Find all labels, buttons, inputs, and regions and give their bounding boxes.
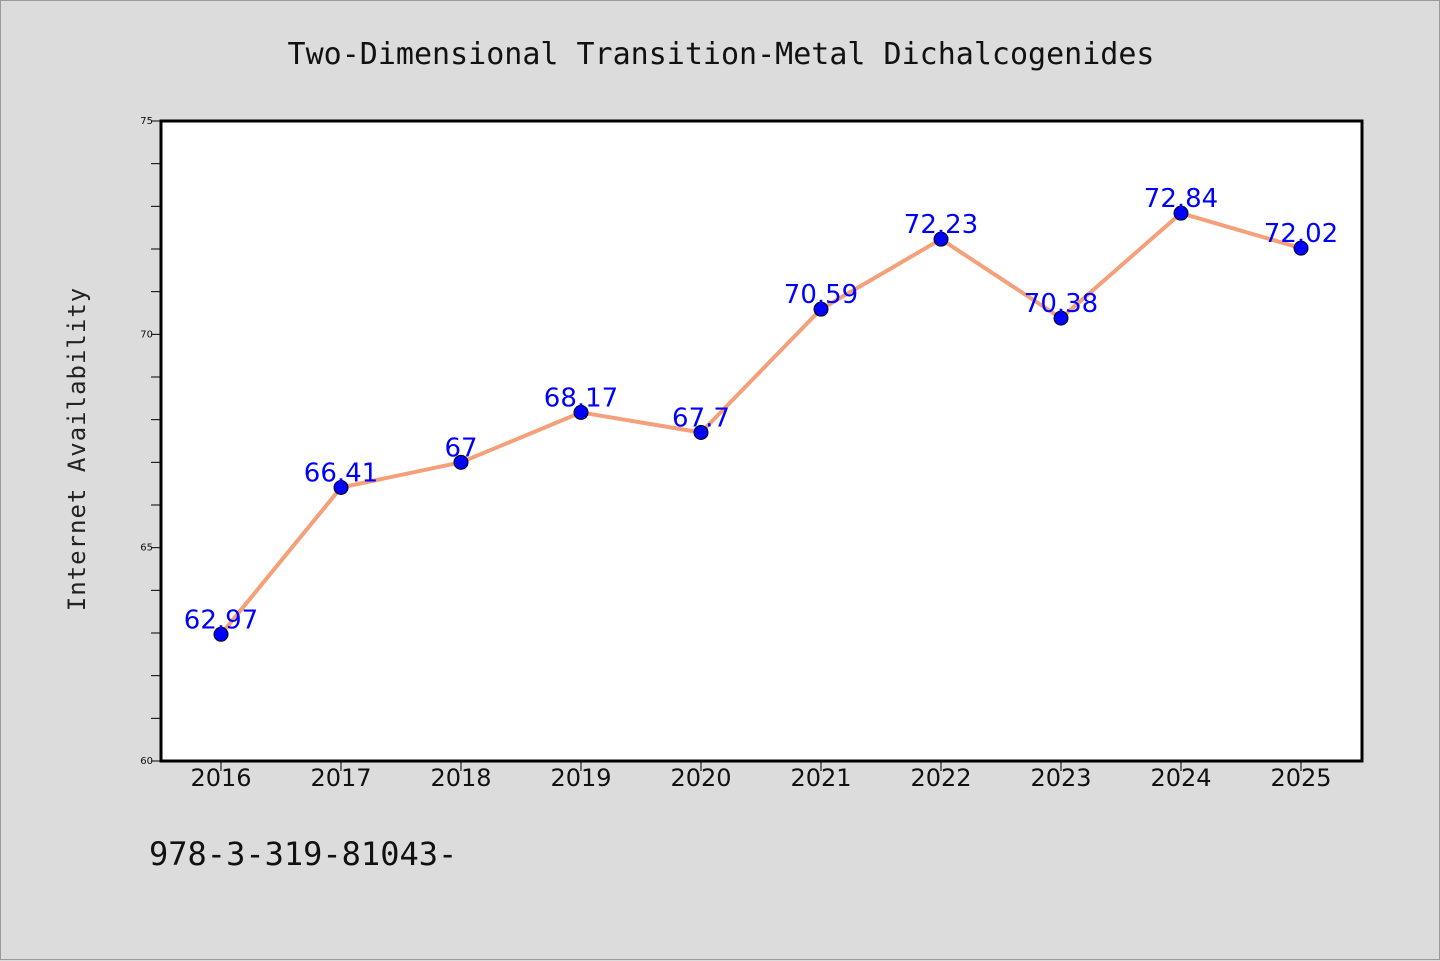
y-axis-label: Internet Availability [63, 287, 91, 611]
y-tick-label: 75 [140, 116, 153, 127]
x-tick-label: 2023 [1030, 764, 1091, 792]
series-line [219, 211, 1303, 637]
data-label: 70.38 [1024, 289, 1098, 319]
data-markers [213, 205, 1309, 642]
data-label: 72.84 [1144, 184, 1218, 214]
x-tick-label: 2021 [790, 764, 851, 792]
data-label: 67.7 [672, 403, 730, 433]
x-tick-label: 2019 [550, 764, 611, 792]
data-label: 72.02 [1264, 219, 1338, 249]
data-label: 70.59 [784, 280, 858, 310]
data-label: 66.41 [304, 459, 378, 489]
data-point [213, 626, 229, 642]
x-tick-label: 2025 [1270, 764, 1331, 792]
x-tick-label: 2018 [430, 764, 491, 792]
data-point [453, 454, 469, 470]
data-labels: 62.97 66.41 67 68.17 67.7 70.59 72.23 70.38 72.8… [184, 184, 1338, 635]
footer-code: 978-3-319-81043- [149, 835, 457, 873]
data-point [1293, 240, 1309, 256]
data-label: 67 [444, 433, 477, 463]
y-tick-label: 60 [140, 756, 153, 767]
data-point [693, 424, 709, 440]
x-axis: 2016 2017 2018 2019 2020 2021 2022 2023 2024 2025 [190, 761, 1332, 792]
x-tick-label: 2016 [190, 764, 251, 792]
chart-title: Two-Dimensional Transition-Metal Dichalc… [288, 37, 1155, 72]
x-tick-label: 2020 [670, 764, 731, 792]
y-tick-label: 70 [140, 329, 153, 340]
y-tick-label: 65 [140, 543, 153, 554]
y-axis: 60 65 70 75 [140, 116, 161, 767]
data-label: 62.97 [184, 605, 258, 635]
data-point [573, 404, 589, 420]
data-label: 68.17 [544, 383, 618, 413]
data-point [813, 301, 829, 317]
plot-frame [159, 119, 1364, 763]
data-label: 72.23 [904, 210, 978, 240]
data-point [933, 231, 949, 247]
x-tick-label: 2022 [910, 764, 971, 792]
data-point [1173, 205, 1189, 221]
data-point [1053, 310, 1069, 326]
x-tick-label: 2024 [1150, 764, 1211, 792]
data-point [333, 480, 349, 496]
x-tick-label: 2017 [310, 764, 371, 792]
